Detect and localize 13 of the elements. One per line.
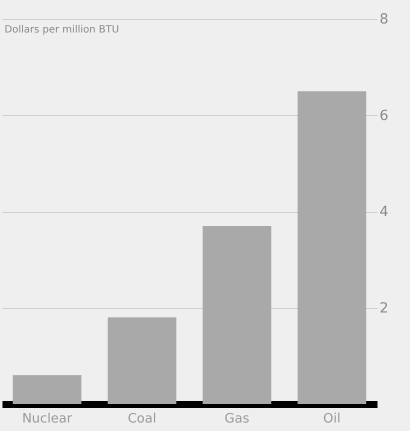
y-tick-label: 8	[380, 12, 388, 28]
x-tick-label: Coal	[128, 412, 156, 426]
y-tick-label: 2	[380, 300, 388, 316]
bar	[202, 226, 272, 404]
x-tick-label: Nuclear	[22, 412, 73, 426]
y-axis-title: Dollars per million BTU	[4, 24, 120, 36]
y-tick-label: 6	[380, 108, 388, 124]
x-tick-label: Gas	[224, 412, 250, 426]
x-tick-label: Oil	[323, 412, 341, 426]
bar	[108, 317, 176, 404]
bar	[12, 375, 82, 404]
y-tick-label: 4	[380, 204, 388, 220]
bar	[298, 91, 366, 404]
